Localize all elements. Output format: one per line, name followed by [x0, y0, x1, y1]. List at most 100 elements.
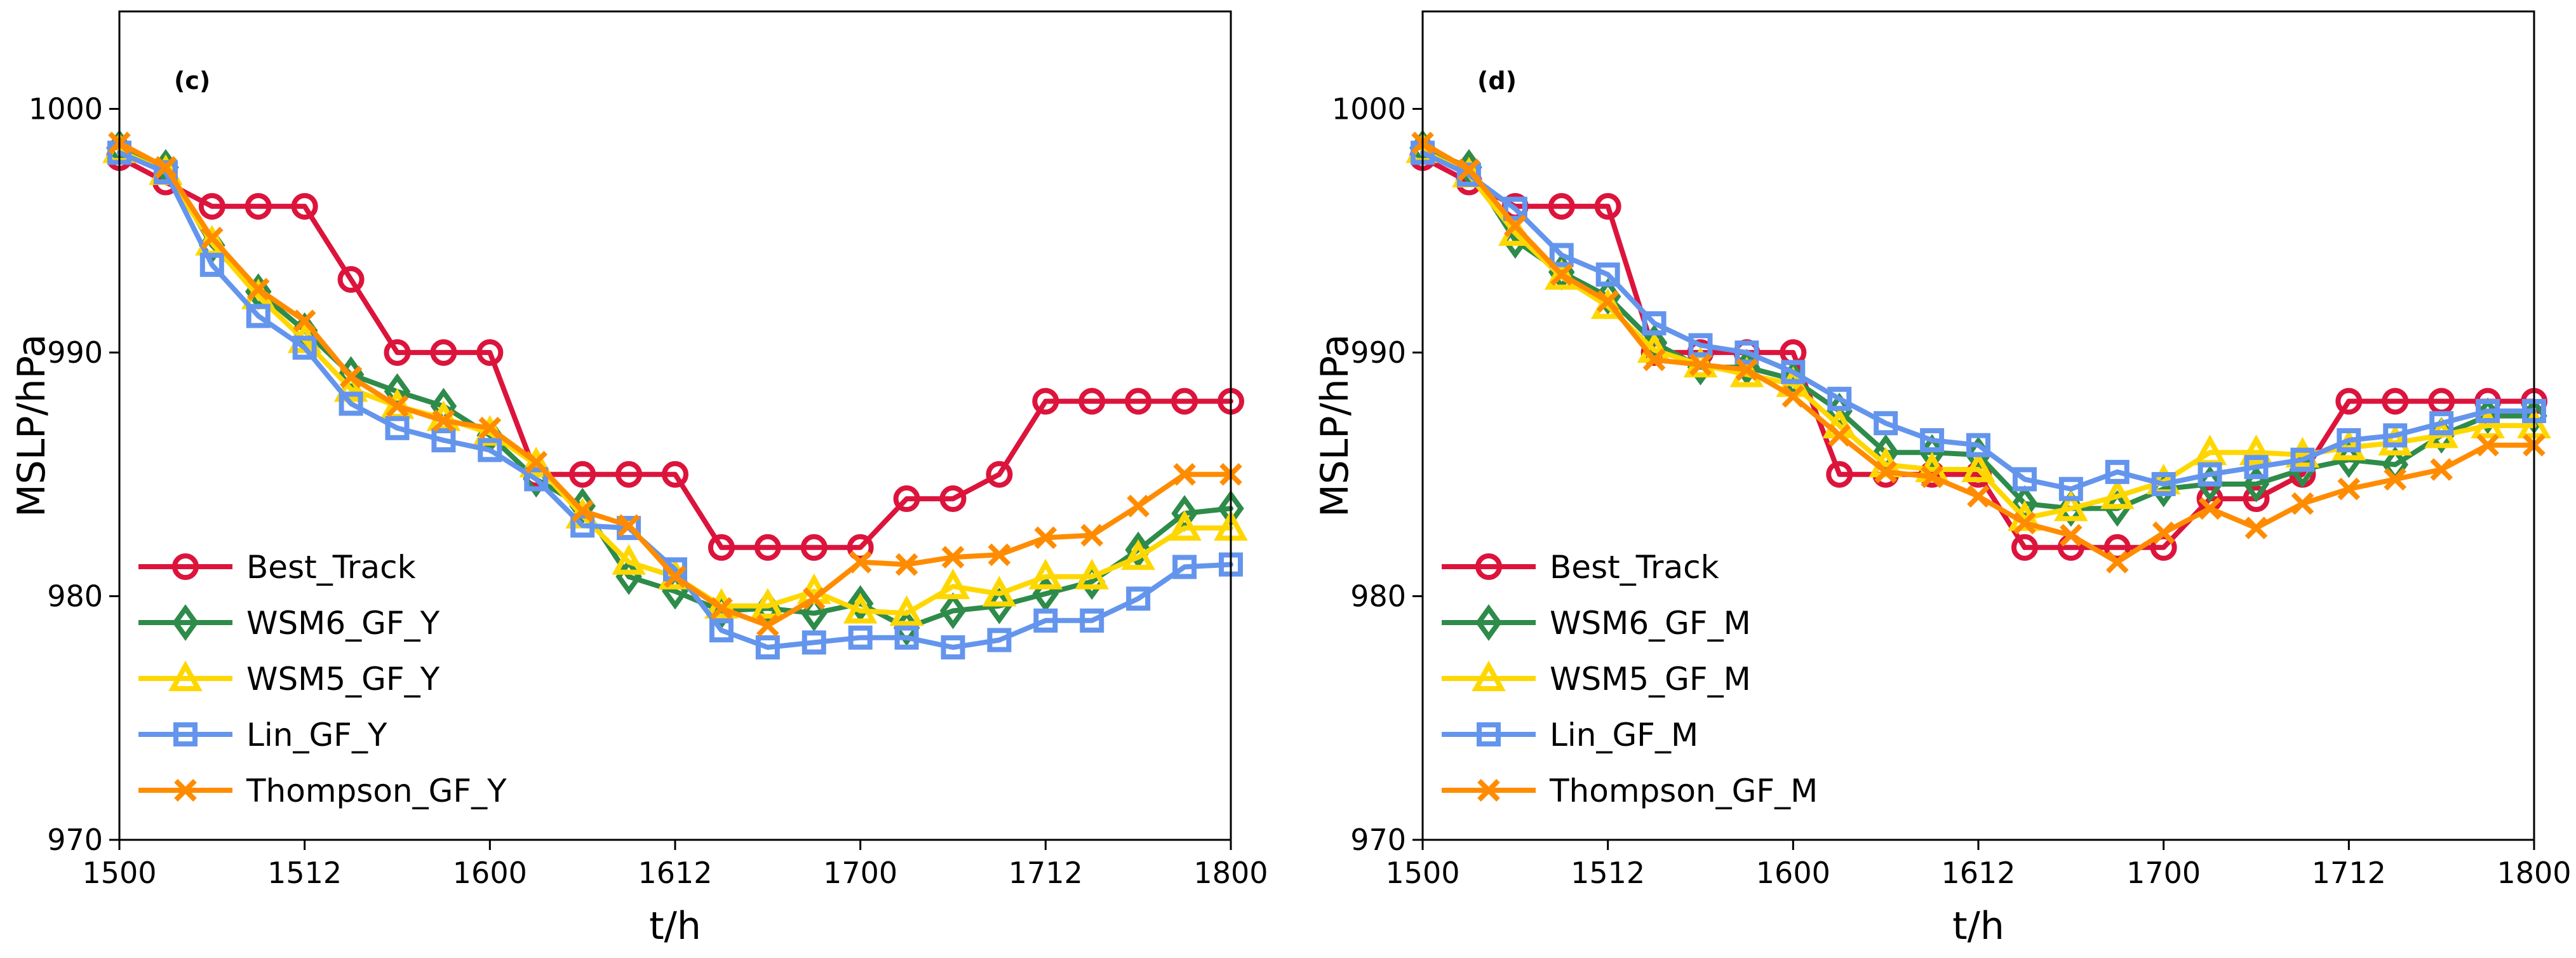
data-point — [755, 635, 780, 660]
data-point — [2196, 466, 2224, 503]
data-point — [245, 192, 272, 220]
x-tick-label: 1500 — [1385, 856, 1459, 890]
x-tick-label: 1800 — [2497, 856, 2571, 890]
data-point — [1920, 428, 1945, 453]
data-point — [939, 485, 967, 513]
data-point — [800, 534, 828, 561]
legend-label: Lin_GF_M — [1550, 717, 1698, 753]
data-point — [710, 597, 733, 620]
x-tick-label: 1500 — [82, 856, 156, 890]
data-point — [2013, 511, 2036, 535]
y-tick-label: 990 — [1350, 335, 1406, 370]
data-point — [569, 461, 596, 488]
series-line-Lin_GF_Y — [117, 150, 1233, 650]
data-point — [2239, 434, 2274, 466]
data-point — [1595, 262, 1620, 287]
legend-item: Best_Track — [1442, 549, 1719, 586]
legend-marker — [172, 604, 199, 641]
data-point — [941, 546, 965, 569]
data-point — [1781, 385, 1805, 408]
data-point — [848, 625, 873, 650]
data-point — [756, 614, 779, 637]
data-point — [986, 587, 1013, 624]
data-point — [1826, 461, 1853, 488]
data-point — [617, 516, 641, 541]
data-point — [2011, 534, 2038, 561]
data-point — [612, 544, 646, 575]
data-point — [895, 553, 918, 576]
data-point — [1034, 526, 1057, 550]
x-tick-label: 1700 — [823, 856, 897, 890]
data-point — [1080, 608, 1104, 633]
data-point — [2429, 411, 2454, 436]
data-point — [519, 447, 554, 478]
data-point — [1078, 388, 1106, 415]
data-point — [709, 618, 734, 643]
data-point — [1125, 388, 1152, 415]
data-point — [1874, 411, 1898, 436]
data-point — [802, 630, 826, 655]
data-point — [2151, 472, 2176, 497]
data-point — [2054, 490, 2088, 522]
data-point — [982, 576, 1017, 607]
panel-label: (c) — [174, 67, 210, 95]
y-tick-label: 980 — [1350, 579, 1406, 613]
x-tick-label: 1512 — [1571, 856, 1645, 890]
data-point — [153, 160, 178, 185]
data-point — [1966, 433, 1990, 457]
data-point — [386, 395, 409, 418]
data-point — [246, 304, 271, 328]
legend-marker — [173, 722, 198, 746]
data-point — [339, 391, 363, 416]
data-point — [1171, 388, 1198, 415]
x-tick-label: 1712 — [2312, 856, 2386, 890]
y-tick-label: 1000 — [29, 91, 103, 126]
y-tick-label: 970 — [1350, 823, 1406, 857]
y-tick-label: 1000 — [1332, 91, 1406, 126]
data-point — [2152, 521, 2175, 544]
data-point — [936, 568, 970, 600]
legend-label: Best_Track — [246, 549, 416, 586]
data-point — [615, 461, 643, 488]
data-point — [2285, 436, 2320, 468]
data-point — [2103, 534, 2131, 561]
data-point — [1828, 424, 1851, 447]
data-point — [1173, 462, 1196, 486]
data-point — [430, 339, 457, 366]
data-point — [1734, 340, 1759, 365]
data-point — [1735, 358, 1759, 381]
legend-label: Thompson_GF_M — [1549, 772, 1818, 809]
data-point — [987, 628, 1012, 652]
data-point — [385, 415, 410, 440]
data-point — [708, 534, 735, 561]
data-point — [199, 252, 224, 277]
data-point — [2378, 424, 2413, 455]
data-point — [2430, 458, 2453, 481]
data-point — [1121, 539, 1155, 570]
data-point — [201, 226, 224, 250]
legend: Best_Track WSM6_GF_Y WSM5_GF_Y Lin_GF_Y Thom… — [138, 549, 507, 809]
legend: Best_Track WSM6_GF_M WSM5_GF_M Lin_GF_M Thom… — [1442, 549, 1818, 809]
data-point — [1594, 192, 1621, 220]
data-point — [476, 339, 504, 366]
data-point — [2103, 490, 2131, 527]
legend-item: WSM6_GF_Y — [138, 604, 440, 642]
x-tick-label: 1800 — [1193, 856, 1268, 890]
data-point — [1167, 509, 1202, 541]
data-point — [2197, 462, 2222, 487]
data-point — [291, 192, 318, 220]
legend-item: Lin_GF_M — [1442, 717, 1698, 753]
series-line-Best_Track — [1420, 155, 2537, 550]
legend-item: WSM5_GF_M — [1442, 660, 1751, 698]
series-WSM5_GF_M — [1405, 132, 2551, 531]
data-point — [246, 278, 270, 301]
data-point — [2150, 534, 2177, 561]
legend-item: Thompson_GF_M — [1442, 772, 1818, 809]
data-point — [292, 335, 317, 360]
chart-panel-0: 1500 1512 1600 1612 1700 1712 1800 970 980 990 100… — [10, 10, 1268, 948]
data-point — [2382, 388, 2409, 415]
data-point — [1921, 465, 1943, 489]
data-point — [662, 461, 688, 488]
data-point — [524, 467, 549, 492]
